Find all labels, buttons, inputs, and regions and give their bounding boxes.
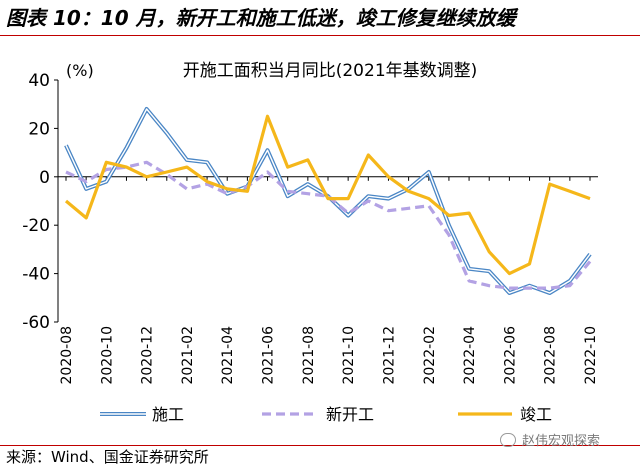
watermark-text: 赵伟宏观探索: [522, 434, 601, 449]
x-tick-label: 2021-06: [261, 326, 277, 385]
x-tick-label: 2020-12: [140, 326, 156, 385]
series-line-jungong: [64, 114, 591, 276]
x-tick-label: 2020-08: [59, 326, 75, 385]
x-tick-label: 2021-08: [301, 326, 317, 385]
x-tick-label: 2021-10: [341, 326, 357, 385]
series-line-xinkaigong: [65, 160, 592, 290]
legend-jungong: 竣工: [458, 405, 552, 424]
x-tick-label: 2022-06: [502, 326, 518, 385]
y-tick-label: -40: [22, 265, 50, 285]
y-tick-label: -20: [22, 216, 50, 236]
y-tick-label: 40: [28, 71, 50, 91]
figure-title: 图表 10：10 月，新开工和施工低迷，竣工修复继续放缓: [6, 6, 516, 30]
wechat-icon: [500, 433, 516, 447]
legend-shigong: 施工: [100, 405, 184, 424]
x-tick-label: 2021-04: [220, 326, 236, 385]
legend-label: 施工: [152, 405, 184, 424]
legend-label: 新开工: [326, 405, 374, 424]
watermark: 赵伟宏观探索: [500, 430, 634, 454]
chart-axes: -60 -40 -20 0 20 40 2020-08 2020-10 2020-12 2021-…: [22, 71, 599, 385]
x-tick-label: 2022-08: [543, 326, 559, 385]
x-tick-label: 2022-04: [462, 326, 478, 385]
line-chart: -60 -40 -20 0 20 40 2020-08 2020-10 2020-12 2021-…: [22, 61, 599, 424]
chart-legend: 施工 新开工 竣工: [100, 405, 552, 424]
y-tick-label: 20: [28, 119, 50, 139]
x-tick-label: 2020-10: [99, 326, 115, 385]
x-tick-label: 2021-02: [180, 326, 196, 385]
series-line-shigong-outer: [64, 107, 592, 295]
title-divider: [0, 35, 640, 36]
y-unit-label: (%): [66, 61, 94, 80]
x-tick-label: 2022-10: [583, 326, 599, 385]
legend-label: 竣工: [520, 405, 552, 424]
chart-title: 开施工面积当月同比(2021年基数调整): [183, 61, 478, 81]
x-tick-label: 2021-12: [381, 326, 397, 385]
chart-series: [64, 107, 592, 295]
source-note: 来源：Wind、国金证券研究所: [6, 448, 209, 466]
source-divider: [0, 445, 640, 446]
x-tick-label: 2022-02: [422, 326, 438, 385]
y-tick-label: -60: [22, 313, 50, 333]
series-line-shigong-inner: [65, 108, 591, 294]
y-tick-label: 0: [39, 168, 50, 188]
legend-xinkaigong: 新开工: [262, 405, 374, 424]
